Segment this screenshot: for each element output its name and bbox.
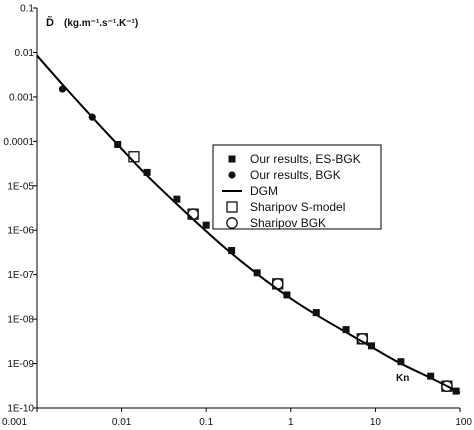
x-tick-label: 0.001 [2, 417, 27, 428]
x-tick-label: 0.1 [199, 417, 213, 428]
ticks [33, 7, 461, 412]
y-tick-label: 0.0001 [3, 137, 34, 148]
data-point [452, 387, 460, 395]
data-point [368, 342, 376, 350]
legend-swatch [228, 171, 236, 179]
data-point [128, 151, 140, 163]
y-tick-label: 0.1 [20, 4, 34, 15]
x-tick-label: 10 [370, 417, 382, 428]
data-point [202, 221, 210, 229]
tick-labels: 0.1 0.01 0.001 0.0001 1E-05 1E-06 1E-07 1E-08 1E… [2, 4, 472, 429]
data-point [173, 195, 181, 203]
x-tick-label: 0.01 [112, 417, 132, 428]
legend-swatch [226, 201, 238, 213]
series-line-dgm [36, 54, 461, 394]
series [36, 54, 461, 395]
data-point [143, 168, 151, 176]
y-tick-label: 1E-06 [7, 226, 34, 237]
data-point [342, 326, 350, 334]
data-point [397, 358, 405, 366]
x-tick-label: 1 [288, 417, 294, 428]
y-tick-label: 0.001 [9, 92, 34, 103]
legend-swatch [226, 217, 238, 229]
legend-label: Sharipov S-model [250, 200, 345, 214]
data-point [427, 372, 435, 380]
legend-box [212, 144, 382, 230]
legend: Our results, ES-BGK Our results, BGK DGM Sh… [212, 144, 382, 230]
data-point [356, 332, 369, 345]
legend-label: DGM [250, 184, 278, 198]
data-point [271, 278, 284, 290]
x-axis-title: Kn [396, 373, 409, 384]
y-tick-label: 1E-08 [7, 315, 34, 326]
data-point [441, 380, 453, 393]
y-axis-symbol: D̃ [46, 16, 54, 29]
legend-label: Sharipov BGK [250, 216, 326, 230]
data-point [312, 309, 320, 317]
y-tick-label: 1E-10 [7, 404, 34, 415]
y-tick-label: 0.01 [15, 48, 35, 59]
x-tick-label: 100 [455, 417, 472, 428]
data-point [253, 269, 261, 277]
legend-label: Our results, ES-BGK [250, 152, 361, 166]
data-point [58, 85, 67, 93]
data-point [88, 113, 96, 121]
y-tick-label: 1E-07 [7, 270, 34, 281]
y-tick-label: 1E-05 [7, 181, 34, 192]
legend-swatch [228, 155, 236, 163]
data-point [114, 140, 122, 148]
y-axis-units: (kg.m⁻¹.s⁻¹.K⁻¹) [64, 18, 138, 29]
data-point [283, 291, 291, 299]
y-tick-label: 1E-09 [7, 359, 34, 370]
data-point [187, 208, 199, 220]
legend-label: Our results, BGK [250, 168, 341, 182]
data-point [228, 246, 236, 254]
axes [36, 8, 460, 409]
